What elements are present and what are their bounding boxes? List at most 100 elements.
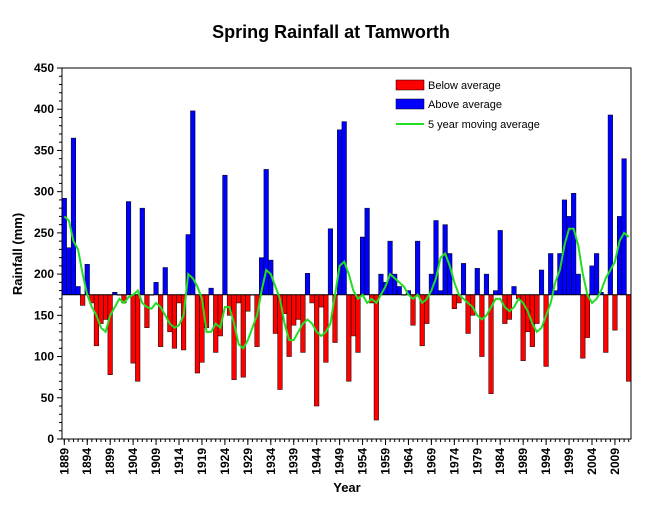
bar-above-1947 bbox=[327, 228, 333, 295]
plot-frame bbox=[61, 67, 632, 440]
bar-below-1938 bbox=[286, 294, 292, 357]
y-tick-label: 200 bbox=[34, 267, 54, 281]
y-axis: 0 50 100 150 200 250 300 350 400 450 bbox=[34, 61, 62, 446]
x-tick-label: 1904 bbox=[126, 448, 140, 475]
bar-above-1984 bbox=[497, 230, 503, 295]
bar-below-1945 bbox=[318, 294, 324, 308]
bar-below-1952 bbox=[350, 294, 356, 337]
bar-above-1983 bbox=[493, 290, 499, 295]
x-tick-label: 1934 bbox=[264, 448, 278, 475]
x-tick-label: 1984 bbox=[493, 448, 507, 475]
bar-below-1943 bbox=[309, 294, 315, 304]
bar-above-1911 bbox=[162, 267, 168, 295]
x-tick-label: 2009 bbox=[608, 448, 622, 475]
bar-below-1974 bbox=[451, 294, 457, 309]
bar-above-1979 bbox=[474, 268, 480, 295]
x-tick-label: 2004 bbox=[585, 448, 599, 475]
bar-below-1898 bbox=[103, 294, 109, 320]
bar-above-1924 bbox=[222, 174, 228, 295]
bar-below-1992 bbox=[534, 294, 540, 324]
y-axis-label: Rainfall (mm) bbox=[10, 213, 25, 295]
bar-below-1904 bbox=[130, 294, 136, 364]
x-tick-label: 1949 bbox=[333, 448, 347, 475]
bar-above-1962 bbox=[396, 286, 402, 295]
bar-above-1889 bbox=[61, 198, 67, 295]
bar-above-1966 bbox=[415, 240, 421, 295]
x-axis: 1889 1894 1899 1904 1909 1914 1919 1924 1929 1934… bbox=[57, 439, 630, 475]
bar-below-1944 bbox=[314, 294, 320, 407]
bar-above-1954 bbox=[360, 236, 366, 295]
bar-above-1987 bbox=[511, 286, 517, 295]
legend-label-above: Above average bbox=[428, 99, 502, 111]
y-tick-label: 350 bbox=[34, 143, 54, 157]
bar-below-1899 bbox=[107, 294, 113, 375]
bar-below-1994 bbox=[543, 294, 549, 367]
bar-below-2007 bbox=[603, 294, 609, 353]
bar-below-1957 bbox=[373, 294, 379, 421]
bar-above-1976 bbox=[460, 263, 467, 295]
legend-swatch-above bbox=[395, 98, 425, 110]
bar-above-2001 bbox=[575, 273, 581, 295]
bar-above-1981 bbox=[483, 273, 490, 295]
bar-below-1928 bbox=[240, 294, 246, 378]
bar-below-1986 bbox=[506, 294, 512, 320]
bar-above-1960 bbox=[387, 240, 393, 295]
y-tick-label: 300 bbox=[34, 185, 54, 199]
x-tick-label: 1959 bbox=[379, 448, 393, 475]
x-tick-label: 1889 bbox=[57, 448, 71, 475]
legend: Below average Above average 5 year movin… bbox=[395, 79, 540, 131]
bar-below-1929 bbox=[245, 294, 251, 312]
x-tick-label: 1944 bbox=[310, 448, 324, 475]
bar-above-2000 bbox=[571, 193, 577, 295]
x-tick-label: 1969 bbox=[424, 448, 438, 475]
bar-above-1921 bbox=[208, 287, 214, 295]
bar-above-1971 bbox=[438, 290, 444, 295]
bar-below-1905 bbox=[135, 294, 141, 382]
bar-above-2005 bbox=[594, 253, 600, 295]
y-tick-label: 50 bbox=[41, 391, 55, 405]
x-tick-label: 1999 bbox=[562, 448, 576, 475]
bar-above-1903 bbox=[125, 201, 132, 295]
bar-below-1953 bbox=[355, 294, 361, 353]
bar-below-1907 bbox=[144, 294, 150, 328]
bar-below-1939 bbox=[291, 294, 297, 326]
x-tick-label: 1929 bbox=[241, 448, 255, 475]
bar-above-1890 bbox=[66, 247, 72, 295]
legend-label-average: 5 year moving average bbox=[428, 119, 540, 131]
bar-above-1906 bbox=[139, 207, 145, 295]
bar-above-1917 bbox=[190, 110, 196, 295]
bar-above-1891 bbox=[70, 137, 77, 295]
bar-above-1995 bbox=[548, 253, 554, 295]
bar-above-1909 bbox=[153, 282, 159, 295]
x-tick-label: 1914 bbox=[172, 448, 186, 475]
bar-above-2010 bbox=[616, 216, 623, 295]
x-tick-label: 1909 bbox=[149, 448, 163, 475]
x-tick-label: 1964 bbox=[401, 448, 415, 475]
bar-above-2004 bbox=[589, 265, 595, 295]
x-tick-label: 1979 bbox=[470, 448, 484, 475]
y-tick-label: 0 bbox=[47, 432, 54, 446]
x-tick-label: 1899 bbox=[103, 448, 117, 475]
bar-below-1897 bbox=[98, 294, 104, 324]
y-tick-label: 150 bbox=[34, 308, 54, 322]
bar-below-1893 bbox=[80, 294, 86, 306]
bar-below-1935 bbox=[272, 294, 278, 334]
x-tick-label: 1924 bbox=[218, 448, 232, 475]
bar-below-1980 bbox=[479, 294, 485, 357]
bar-below-2009 bbox=[612, 294, 618, 331]
bar-below-1913 bbox=[171, 294, 177, 349]
bar-below-2003 bbox=[584, 294, 590, 338]
x-tick-label: 1939 bbox=[287, 448, 301, 475]
y-tick-label: 400 bbox=[34, 102, 54, 116]
x-tick-label: 1919 bbox=[195, 448, 209, 475]
bar-above-1955 bbox=[364, 207, 370, 295]
x-axis-label: Year bbox=[333, 480, 360, 495]
y-tick-label: 100 bbox=[34, 350, 54, 364]
x-tick-label: 1974 bbox=[447, 448, 461, 475]
bar-below-1914 bbox=[176, 294, 182, 304]
moving-average-line bbox=[63, 215, 630, 350]
legend-label-below: Below average bbox=[428, 80, 501, 92]
x-tick-label: 1989 bbox=[516, 448, 530, 475]
bar-below-1940 bbox=[295, 294, 301, 320]
